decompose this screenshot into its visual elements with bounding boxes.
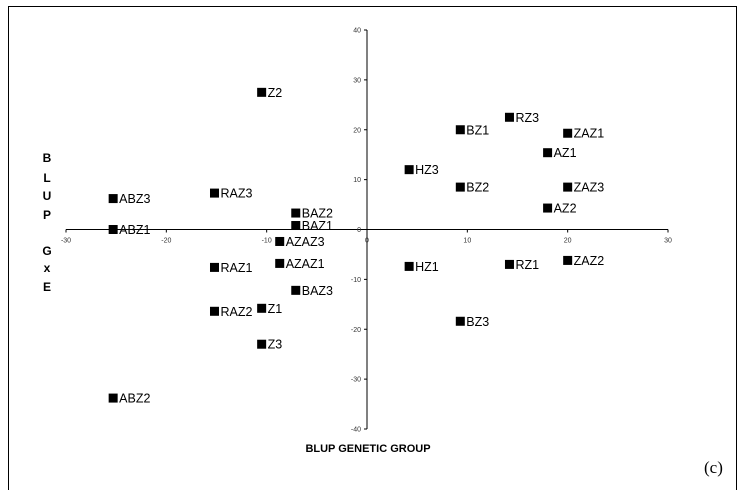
data-point-label: AZ2 [554, 202, 577, 216]
panel-tag: (c) [704, 458, 723, 477]
data-point-marker [291, 208, 301, 218]
x-tick-label: 10 [463, 238, 471, 245]
data-point-label: ZAZ1 [574, 127, 605, 141]
data-point-label: AZAZ3 [286, 235, 325, 249]
data-point-label: ZAZ3 [574, 181, 605, 195]
y-tick-label: 30 [353, 77, 361, 84]
axes [65, 29, 669, 430]
data-point-label: BAZ1 [302, 219, 333, 233]
y-tick-label: 20 [353, 127, 361, 134]
data-point-marker [257, 87, 267, 97]
data-point-marker [504, 112, 514, 122]
data-point-marker [455, 182, 465, 192]
data-point-label: Z1 [268, 302, 283, 316]
data-point-marker [275, 258, 285, 268]
data-point-marker [404, 165, 414, 175]
data-point-marker [209, 306, 219, 316]
data-point-label: BZ2 [466, 181, 489, 195]
data-point-marker [504, 259, 514, 269]
y-axis-title-char: U [43, 189, 52, 203]
data-point-label: AZAZ1 [286, 257, 325, 271]
y-axis-title-char: L [43, 171, 50, 185]
data-point-label: Z3 [268, 338, 283, 352]
data-point-label: BZ3 [466, 315, 489, 329]
data-point-marker [291, 285, 301, 295]
x-tick-label: 30 [664, 238, 672, 245]
y-tick-label: 40 [353, 28, 361, 35]
chart-frame [8, 6, 737, 490]
data-point-label: RAZ3 [220, 187, 252, 201]
y-axis-title: BLUP GxE [42, 151, 51, 294]
data-point-marker [291, 221, 301, 231]
y-axis-title-char: E [43, 280, 51, 294]
data-point-marker [275, 236, 285, 246]
data-point-label: RAZ2 [220, 305, 252, 319]
data-point-label: RZ1 [515, 258, 539, 272]
data-point-marker [563, 128, 573, 138]
x-tick-label: -20 [161, 238, 171, 245]
data-point-label: BZ1 [466, 123, 489, 137]
y-tick-label: -10 [351, 277, 361, 284]
data-point-marker [404, 261, 414, 271]
data-points: Z2 RZ3 BZ1 ZAZ1 AZ1 HZ3 BZ2 ZAZ3 AZ2 RAZ3 ABZ3 BAZ2… [108, 86, 605, 406]
x-tick-label: 20 [564, 238, 572, 245]
data-point-label: Z2 [268, 86, 283, 100]
data-point-marker [108, 393, 118, 403]
x-tick-label: -10 [262, 238, 272, 245]
data-point-label: ABZ1 [119, 223, 150, 237]
data-point-label: BAZ3 [302, 284, 333, 298]
y-tick-label: -40 [351, 427, 361, 434]
data-point-marker [209, 262, 219, 272]
data-point-marker [108, 225, 118, 234]
data-point-marker [543, 203, 553, 213]
data-point-marker [563, 182, 573, 192]
data-point-label: ABZ3 [119, 192, 150, 206]
y-tick-label: 0 [357, 227, 361, 234]
y-tick-label: 10 [353, 177, 361, 184]
data-point-marker [257, 303, 267, 313]
data-point-marker [108, 194, 118, 204]
data-point-label: ABZ2 [119, 392, 150, 406]
data-point-marker [209, 188, 219, 198]
data-point-label: RAZ1 [220, 261, 252, 275]
data-point-marker [563, 255, 573, 265]
data-point-marker [257, 339, 267, 349]
y-tick-label: -30 [351, 377, 361, 384]
data-point-label: ZAZ2 [574, 254, 605, 268]
data-point-marker [455, 125, 465, 135]
data-point-label: RZ3 [515, 111, 539, 125]
y-axis-title-char: B [43, 151, 52, 165]
y-axis-title-char: x [44, 261, 51, 275]
x-tick-label: 0 [365, 238, 369, 245]
x-axis-title: BLUP GENETIC GROUP [305, 443, 430, 455]
data-point-label: HZ1 [415, 260, 439, 274]
data-point-marker [543, 148, 553, 158]
tick-labels: -30 -20 -10 0 10 20 30 -40 -30 -20 -10 0 10 20 30 40 [61, 28, 672, 434]
x-tick-label: -30 [61, 238, 71, 245]
y-axis-title-char: P [43, 208, 51, 222]
data-point-label: HZ3 [415, 163, 439, 177]
data-point-marker [455, 316, 465, 326]
y-axis-title-char: G [42, 244, 51, 258]
data-point-label: AZ1 [554, 146, 577, 160]
y-tick-label: -20 [351, 327, 361, 334]
data-point-label: BAZ2 [302, 207, 333, 221]
